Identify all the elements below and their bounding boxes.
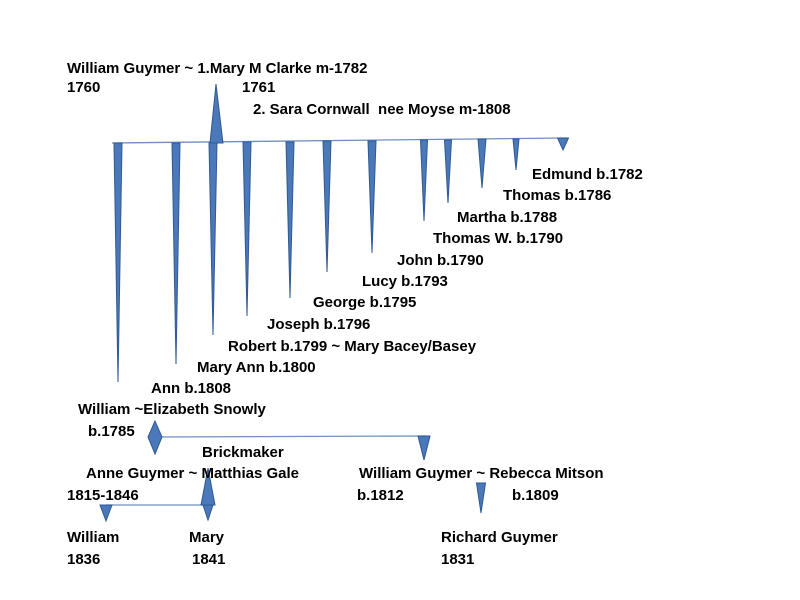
spike-william-1812 (417, 435, 431, 461)
anne-dates: 1815-1846 (67, 487, 139, 504)
spike-thomas (512, 138, 520, 171)
child-robert: Robert b.1799 ~ Mary Bacey/Basey (228, 338, 477, 355)
william-diamond (147, 419, 163, 456)
second-marriage-label: 2. Sara Cornwall nee Moyse m-1808 (253, 101, 511, 118)
william-1812-marriage-label: William Guymer ~ Rebecca Mitson (359, 465, 604, 482)
founder-birth-year: 1760 (67, 79, 101, 96)
spike-william (113, 142, 123, 383)
grandchild-william-year: 1836 (67, 551, 101, 568)
william-marriage-label: William ~Elizabeth Snowly (78, 401, 266, 418)
spike-grandchild-richard (475, 482, 487, 514)
spike-grandchild-mary (202, 504, 214, 522)
grandchild-william-name: William (67, 529, 120, 546)
child-george: George b.1795 (313, 294, 417, 311)
spike-lucy (367, 140, 377, 254)
spike-martha (477, 138, 487, 189)
child-martha: Martha b.1788 (457, 209, 558, 226)
founder-marriage-label: William Guymer ~ 1.Mary M Clarke m-1782 (67, 60, 368, 77)
spike-robert (242, 141, 252, 317)
child-lucy: Lucy b.1793 (362, 273, 448, 290)
grandchild-richard-year: 1831 (441, 551, 475, 568)
child-thomas-w: Thomas W. b.1790 (433, 230, 564, 247)
founder-arrow (209, 83, 224, 144)
william-1812-birth: b.1812 (357, 487, 404, 504)
child-thomas: Thomas b.1786 (503, 187, 612, 204)
spike-edmund (556, 137, 570, 152)
spike-ann (171, 142, 181, 365)
william-children-bar (154, 435, 427, 438)
occupation-label: Brickmaker (202, 444, 284, 461)
child-edmund: Edmund b.1782 (532, 166, 643, 183)
spike-john (419, 139, 429, 222)
rebecca-birth: b.1809 (512, 487, 559, 504)
grandchild-richard-name: Richard Guymer (441, 529, 558, 546)
grandchild-mary-name: Mary (189, 529, 225, 546)
child-ann: Ann b.1808 (151, 380, 232, 397)
grandchild-mary-year: 1841 (192, 551, 226, 568)
anne-marriage-label: Anne Guymer ~ Matthias Gale (86, 465, 299, 482)
william-birth-year: b.1785 (88, 423, 135, 440)
first-wife-birth-year: 1761 (242, 79, 276, 96)
child-john: John b.1790 (397, 252, 484, 269)
spike-thomas-w (443, 139, 453, 204)
sibling-bar (111, 137, 567, 144)
spike-grandchild-william (99, 504, 113, 523)
child-mary-ann: Mary Ann b.1800 (197, 359, 316, 376)
spike-joseph (285, 141, 295, 299)
spike-mary-ann (208, 142, 218, 336)
spike-george (322, 140, 332, 273)
child-joseph: Joseph b.1796 (267, 316, 371, 333)
